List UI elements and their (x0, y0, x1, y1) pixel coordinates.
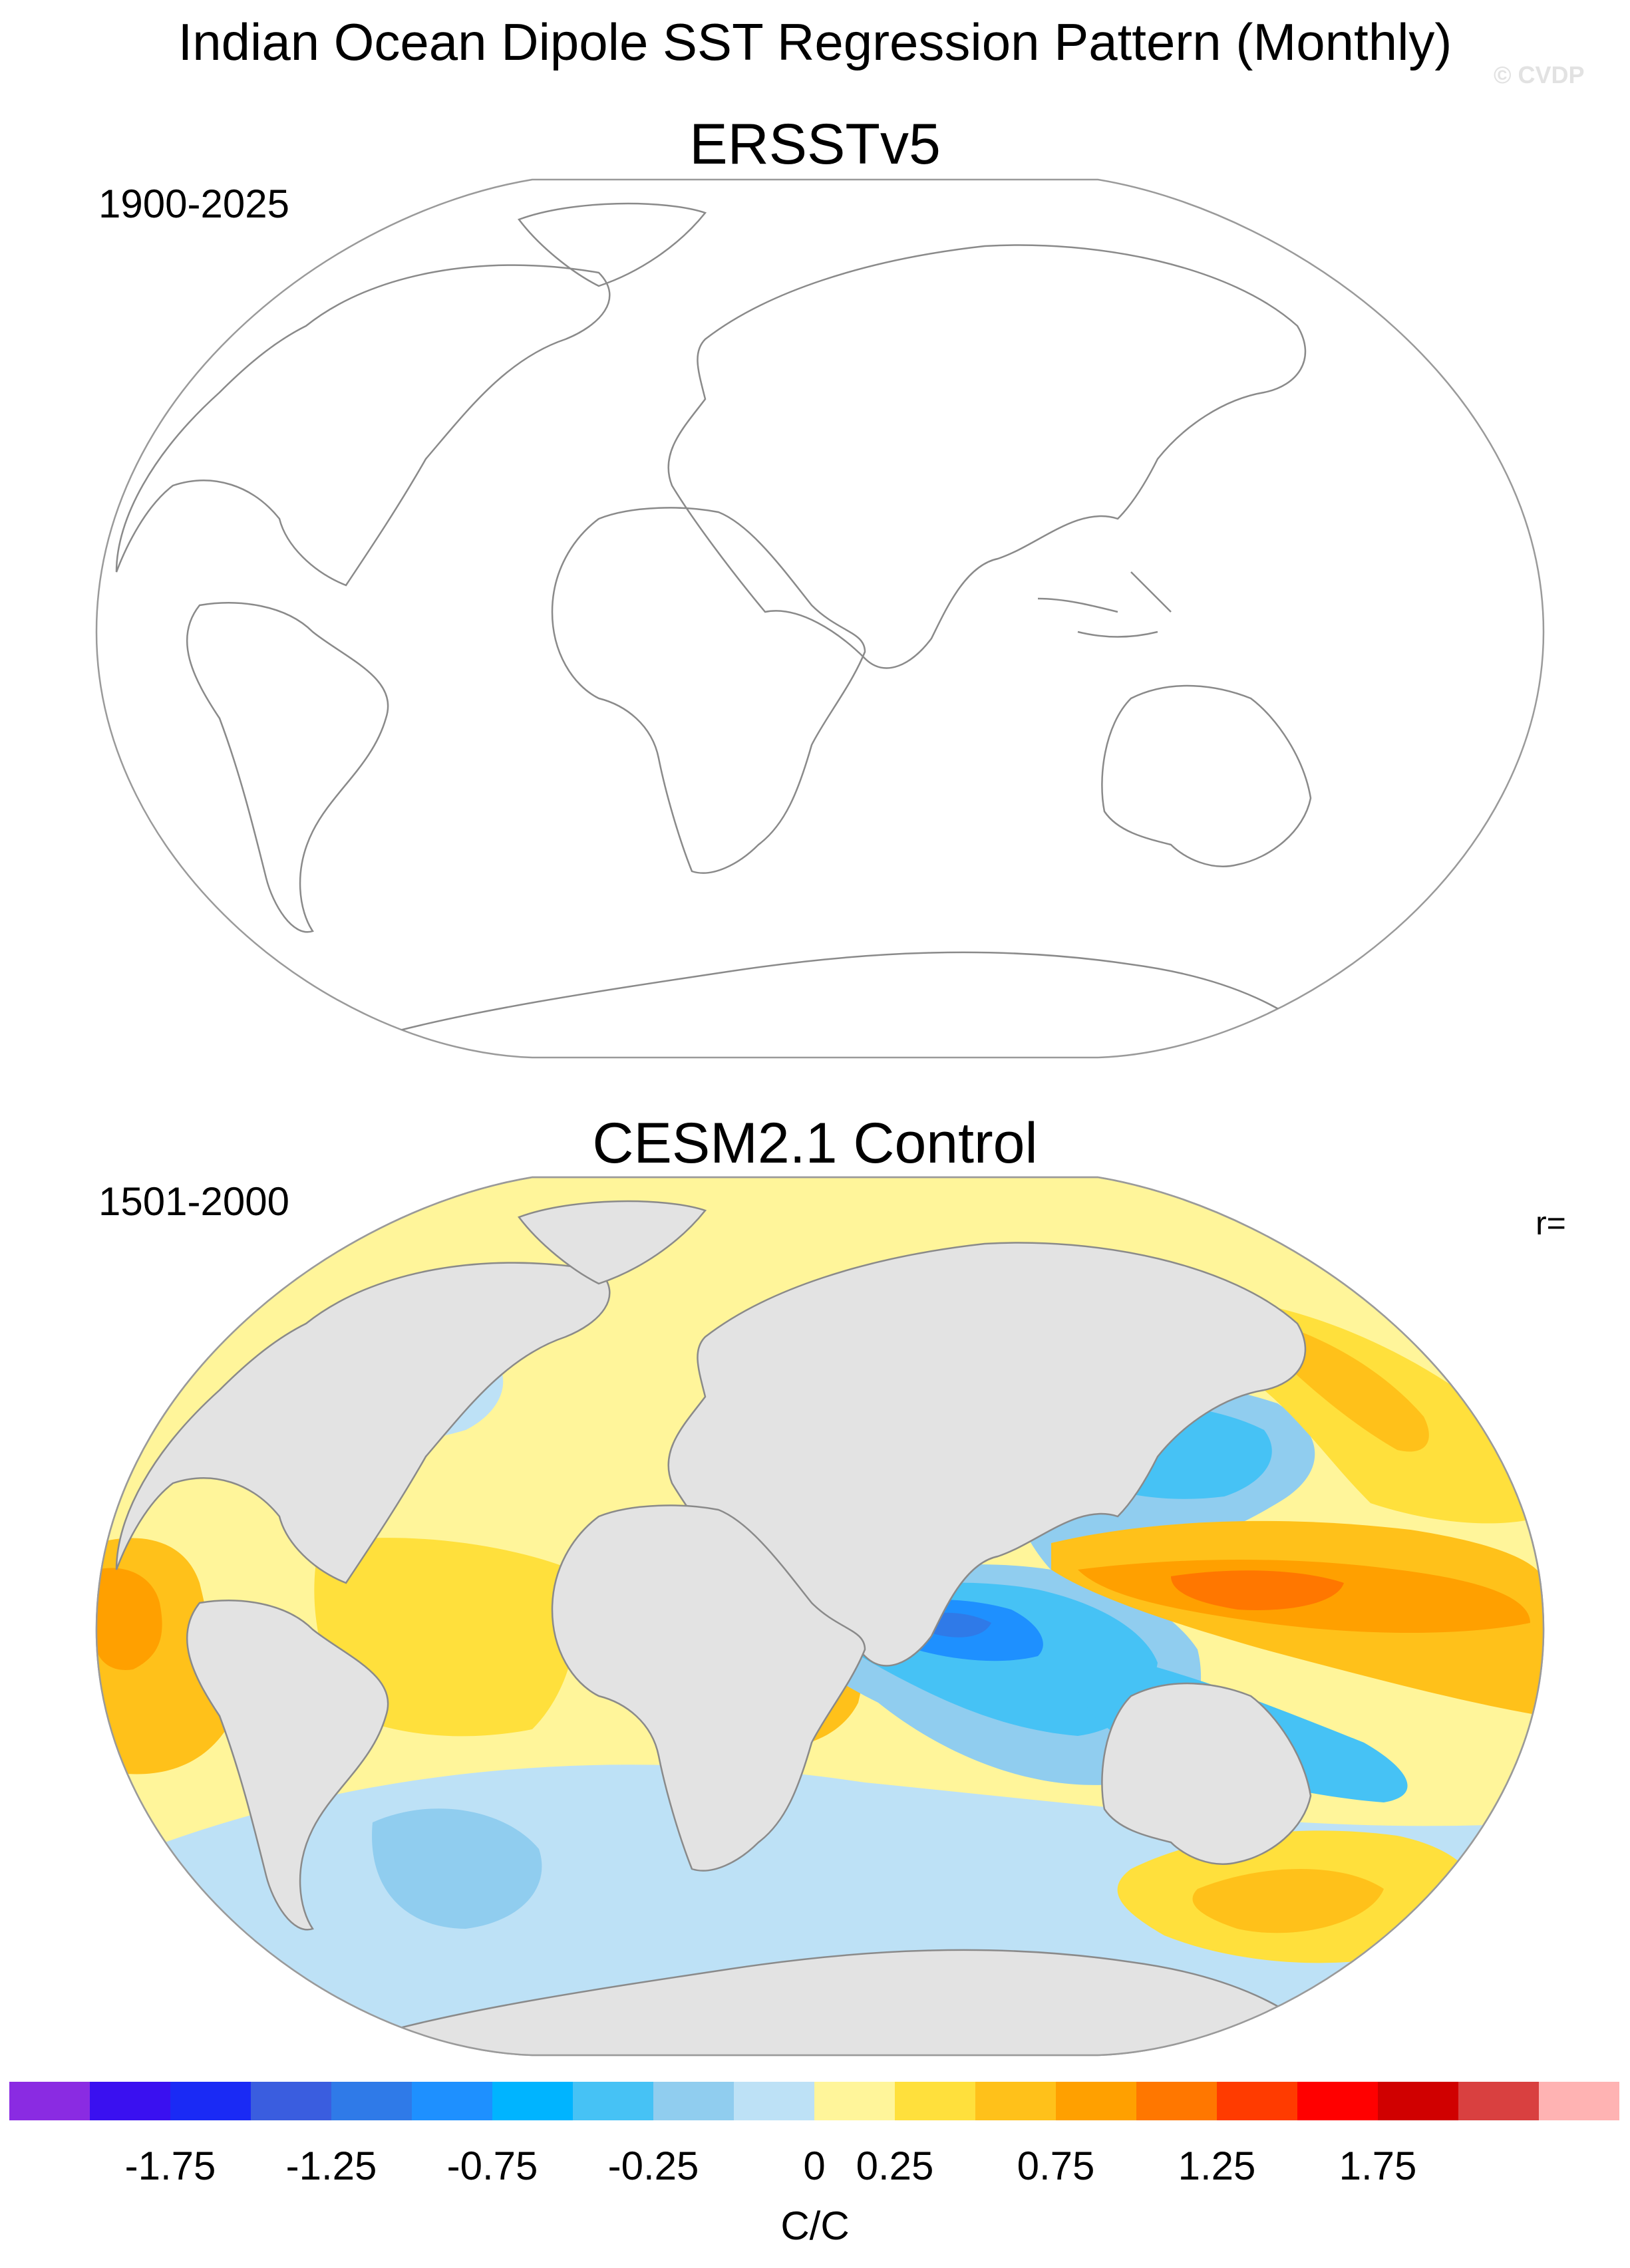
land-mask (115, 1200, 1332, 2055)
landmass-africa (551, 507, 866, 874)
landmass-antarctica (371, 1949, 1332, 2055)
landmass-africa (551, 1504, 866, 1872)
landmass-eurasia (667, 244, 1307, 669)
colorbar-swatch-4 (331, 2082, 412, 2120)
landmass-greenland (517, 1200, 707, 1285)
colorbar-swatch-13 (1056, 2082, 1136, 2120)
figure-title: Indian Ocean Dipole SST Regression Patte… (178, 13, 1452, 71)
colorbar-tick-label: -0.25 (607, 2144, 699, 2188)
colorbar-swatch-11 (895, 2082, 975, 2120)
colorbar-swatch-6 (492, 2082, 573, 2120)
colorbar-units: C/C (780, 2203, 850, 2248)
colorbar-swatch-19 (1539, 2082, 1619, 2120)
colorbar-swatch-7 (573, 2082, 653, 2120)
sst-region-south-atlantic (372, 1808, 542, 1929)
landmass-antarctica (372, 951, 1331, 1052)
coastlines (115, 202, 1331, 1052)
ersstv5-map (95, 178, 1545, 1059)
sst-region-southwest-pacific-core (1192, 1869, 1384, 1933)
colorbar-swatch-1 (90, 2082, 170, 2120)
panel-title-cesm2-control: CESM2.1 Control (592, 1111, 1038, 1175)
period-label-cesm2-control: 1501-2000 (98, 1179, 289, 1224)
colorbar-swatch-14 (1136, 2082, 1217, 2120)
colorbar-swatch-18 (1458, 2082, 1539, 2120)
colorbar-tick-label: -0.75 (446, 2144, 538, 2188)
colorbar-tick-label: -1.25 (285, 2144, 377, 2188)
landmass-greenland (517, 202, 707, 287)
map-outline (95, 178, 1545, 1059)
colorbar-swatch-12 (975, 2082, 1056, 2120)
colorbar-tick-label: -1.75 (124, 2144, 216, 2188)
colorbar-swatch-16 (1297, 2082, 1378, 2120)
cesm2-control-map (95, 1176, 1545, 2056)
colorbar-tick-label: 0 (803, 2144, 826, 2188)
period-label-ersstv5: 1900-2025 (98, 182, 289, 226)
landmass-australia (1101, 684, 1312, 867)
colorbar-swatch-10 (814, 2082, 895, 2120)
watermark: © CVDP (1494, 61, 1585, 88)
colorbar-tick-label: 1.25 (1178, 2144, 1256, 2188)
landmass-australia (1101, 1682, 1312, 1865)
colorbar-swatch-17 (1378, 2082, 1458, 2120)
colorbar-swatch-9 (734, 2082, 814, 2120)
landmass-south-america (186, 602, 389, 933)
sst-region-central-pacific-warm-core (1171, 1570, 1344, 1610)
landmass-maritime-continent (1037, 571, 1172, 638)
colorbar-tick-label: 0.75 (1017, 2144, 1095, 2188)
colorbar-swatch-2 (170, 2082, 251, 2120)
colorbar (9, 2082, 1619, 2120)
colorbar-tick-label: 1.75 (1339, 2144, 1417, 2188)
map-outline-border (95, 1176, 1545, 2056)
landmass-north-america (115, 264, 611, 587)
correlation-label: r= (1536, 1205, 1566, 1242)
sst-region-east-pacific-core (96, 1568, 162, 1670)
colorbar-tick-label: 0.25 (856, 2144, 934, 2188)
colorbar-swatch-3 (251, 2082, 331, 2120)
panel-title-ersstv5: ERSSTv5 (689, 112, 941, 176)
colorbar-swatch-5 (412, 2082, 492, 2120)
colorbar-swatch-15 (1217, 2082, 1297, 2120)
colorbar-swatch-0 (9, 2082, 90, 2120)
colorbar-swatch-8 (653, 2082, 734, 2120)
landmass-south-america (186, 1600, 389, 1931)
